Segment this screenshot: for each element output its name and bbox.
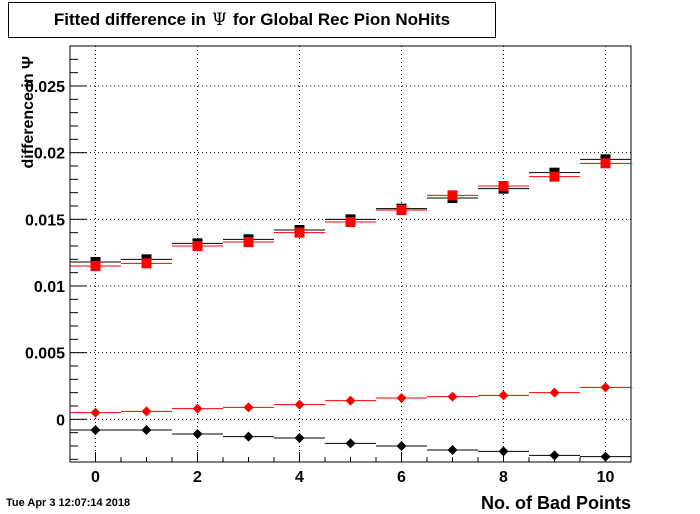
data-point-square xyxy=(294,227,305,238)
y-tick-label: 0.025 xyxy=(25,79,65,96)
x-tick-label: 0 xyxy=(91,469,100,486)
series-layer xyxy=(70,154,631,462)
x-tick-label: 2 xyxy=(193,469,202,486)
data-point-diamond xyxy=(192,429,203,439)
y-axis-label: difference in Ψ xyxy=(20,56,37,169)
x-axis-label: No. of Bad Points xyxy=(481,493,631,513)
x-tick-label: 6 xyxy=(397,469,406,486)
data-point-diamond xyxy=(141,425,152,435)
series-4 xyxy=(70,425,631,462)
axis-ticks: 0 2 4 6 8 10 0 0.005 0.01 0.015 0.02 0.025 xyxy=(25,45,632,486)
data-point-diamond xyxy=(294,433,305,443)
data-point-diamond xyxy=(345,438,356,449)
y-tick-label: 0.01 xyxy=(34,279,65,296)
data-point-diamond xyxy=(396,441,407,451)
data-point-diamond xyxy=(447,445,458,455)
y-tick-label: 0 xyxy=(56,412,65,429)
y-tick-label: 0.005 xyxy=(25,346,65,363)
data-point-diamond xyxy=(396,393,407,403)
data-point-square xyxy=(192,241,203,251)
chart-title-suffix: for Global Rec Pion NoHits xyxy=(232,10,451,29)
data-point-diamond xyxy=(549,450,560,461)
data-point-diamond xyxy=(243,431,254,442)
data-point-diamond xyxy=(447,391,458,402)
data-point-square xyxy=(141,258,152,269)
chart-title-prefix: Fitted difference in xyxy=(53,10,206,29)
x-tick-label: 10 xyxy=(597,469,615,486)
y-tick-label: 0.02 xyxy=(34,146,65,163)
data-point-diamond xyxy=(549,387,560,398)
data-point-diamond xyxy=(192,403,203,414)
x-tick-label: 4 xyxy=(295,469,304,486)
chart-title: Fitted difference in Ψ for Global Rec Pi… xyxy=(8,2,496,38)
data-point-diamond xyxy=(498,390,509,401)
series-3 xyxy=(70,382,631,418)
data-point-diamond xyxy=(243,402,254,413)
data-point-diamond xyxy=(90,425,101,435)
data-point-diamond xyxy=(498,446,509,457)
data-point-diamond xyxy=(345,395,356,406)
data-point-square xyxy=(447,190,458,201)
data-point-diamond xyxy=(600,382,611,393)
data-point-square xyxy=(345,217,356,227)
data-point-diamond xyxy=(141,406,152,417)
data-point-square xyxy=(243,237,254,247)
data-point-square xyxy=(90,261,101,271)
data-point-square xyxy=(498,181,509,191)
x-tick-label: 8 xyxy=(499,469,508,486)
data-point-square xyxy=(600,158,611,169)
data-point-square xyxy=(549,171,560,182)
timestamp: Tue Apr 3 12:07:14 2018 xyxy=(6,497,131,509)
data-point-diamond xyxy=(294,399,305,410)
data-point-diamond xyxy=(90,407,101,418)
chart-title-greek: Ψ xyxy=(211,10,227,30)
y-tick-label: 0.015 xyxy=(25,212,65,229)
series-1 xyxy=(70,154,631,267)
series-2 xyxy=(70,158,631,271)
data-point-square xyxy=(396,205,407,215)
